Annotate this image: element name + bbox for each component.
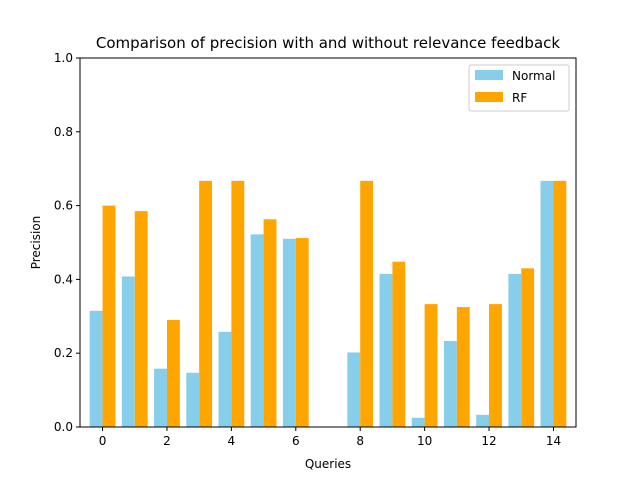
plot-area-frame — [79, 57, 577, 428]
bar-rf-q9 — [392, 261, 406, 427]
x-tick-label: 0 — [99, 434, 107, 448]
x-tick-label: 12 — [481, 434, 496, 448]
bar-rf-q11 — [456, 307, 470, 427]
bar-normal-q10 — [411, 417, 425, 427]
x-tick-label: 2 — [163, 434, 171, 448]
x-axis-label: Queries — [305, 457, 351, 471]
legend-swatch-rf — [475, 92, 503, 102]
bar-normal-q11 — [443, 341, 457, 427]
legend: Normal RF — [468, 64, 570, 112]
chart-title: Comparison of precision with and without… — [96, 34, 560, 52]
y-tick-label: 1.0 — [54, 51, 73, 65]
bar-normal-q14 — [540, 180, 554, 427]
x-tick-label: 6 — [292, 434, 300, 448]
bar-normal-q0 — [89, 310, 103, 427]
bar-rf-q1 — [134, 211, 148, 427]
x-tick-label: 10 — [417, 434, 432, 448]
bar-normal-q5 — [250, 234, 264, 427]
x-tick-label: 14 — [546, 434, 561, 448]
bar-normal-q1 — [121, 276, 135, 427]
y-axis-label: Precision — [29, 216, 43, 270]
legend-swatch-normal — [475, 70, 503, 80]
bar-rf-q4 — [231, 180, 245, 427]
y-axis-ticks: 0.0 0.2 0.4 0.6 0.8 1.0 — [54, 51, 80, 434]
bar-rf-q14 — [553, 180, 567, 427]
y-tick-label: 0.2 — [54, 346, 73, 360]
bar-normal-q6 — [282, 238, 296, 427]
bar-normal-q3 — [186, 372, 200, 427]
bar-rf-q6 — [295, 238, 309, 427]
bars-layer — [89, 180, 567, 427]
bar-rf-q12 — [489, 304, 502, 427]
bar-rf-q10 — [424, 304, 438, 427]
bar-rf-q8 — [360, 180, 374, 427]
bar-normal-q9 — [379, 273, 393, 427]
y-tick-label: 0.0 — [54, 420, 73, 434]
y-tick-label: 0.6 — [54, 199, 73, 213]
x-tick-label: 4 — [228, 434, 236, 448]
legend-label-normal: Normal — [512, 69, 555, 83]
x-tick-label: 8 — [356, 434, 364, 448]
bar-normal-q4 — [218, 331, 232, 427]
x-axis-ticks: 0 2 4 6 8 10 12 14 — [99, 427, 561, 448]
bar-normal-q2 — [154, 368, 167, 427]
bar-normal-q12 — [476, 414, 490, 427]
bar-rf-q13 — [521, 268, 535, 427]
y-tick-label: 0.8 — [54, 125, 73, 139]
y-tick-label: 0.4 — [54, 272, 73, 286]
bar-rf-q2 — [166, 319, 180, 427]
legend-label-rf: RF — [512, 91, 527, 105]
bar-rf-q5 — [263, 219, 277, 427]
bar-rf-q0 — [102, 205, 116, 427]
bar-normal-q13 — [508, 273, 522, 427]
bar-rf-q3 — [199, 180, 213, 427]
bar-normal-q8 — [347, 352, 361, 427]
